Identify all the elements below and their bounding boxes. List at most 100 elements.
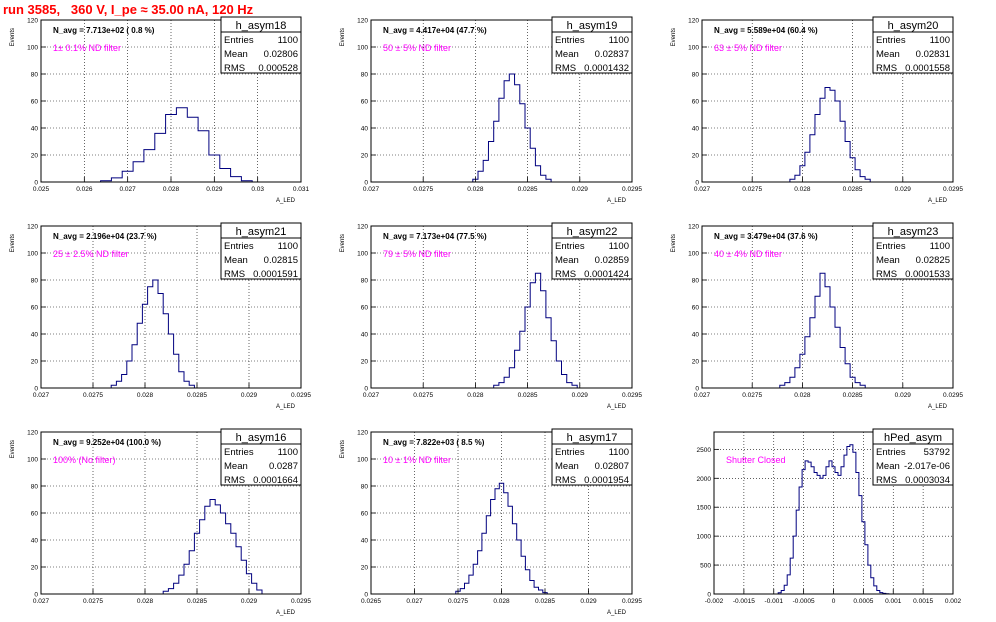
y-tick-label: 80 xyxy=(361,72,369,79)
filter-annotation: Shutter Closed xyxy=(726,455,786,465)
y-tick-label: 100 xyxy=(27,251,38,258)
y-tick-label: 40 xyxy=(361,332,369,339)
x-axis-title: A_LED xyxy=(607,198,627,204)
stats-entries-value: 1100 xyxy=(278,241,298,252)
histogram-panel-h_asym20: 0.027 0.0275 0.028 0.0285 0.029 0.0295 0 20 40 60… xyxy=(671,16,963,204)
navg-label: N_avg = 7.822e+03 ( 8.5 %) xyxy=(383,438,485,447)
stats-entries-label: Entries xyxy=(555,35,585,46)
y-axis-title: Events xyxy=(671,234,677,252)
x-tick-label: 0.0295 xyxy=(943,392,963,399)
x-tick-label: 0.029 xyxy=(241,598,258,605)
filter-annotation: 25 ± 2.5% ND filter xyxy=(53,249,128,259)
stats-entries-value: 1100 xyxy=(609,241,629,252)
x-tick-label: 0.0275 xyxy=(413,186,433,193)
y-tick-label: 120 xyxy=(357,224,368,231)
histogram-panel-h_asym18: 0.025 0.026 0.027 0.028 0.029 0.03 0.031 0 20 40 6… xyxy=(10,16,310,204)
stats-entries-value: 1100 xyxy=(278,35,298,46)
x-tick-label: 0.029 xyxy=(580,598,597,605)
x-tick-label: 0.0295 xyxy=(622,186,642,193)
x-tick-label: 0.027 xyxy=(33,392,50,399)
x-tick-label: 0.002 xyxy=(945,598,962,605)
stats-rms-value: 0.0001432 xyxy=(584,63,629,74)
stats-mean-label: Mean xyxy=(876,49,900,60)
filter-annotation: 100% (No filter) xyxy=(53,455,116,465)
histogram-title: h_asym16 xyxy=(236,432,287,444)
stats-rms-value: 0.0001664 xyxy=(253,475,298,486)
x-tick-label: 0.031 xyxy=(293,186,310,193)
stats-mean-label: Mean xyxy=(224,255,248,266)
filter-annotation: 79 ± 5% ND filter xyxy=(383,249,451,259)
y-tick-label: 60 xyxy=(31,305,39,312)
x-tick-label: 0.028 xyxy=(493,598,510,605)
x-tick-label: 0.0015 xyxy=(913,598,933,605)
stats-mean-value: 0.02815 xyxy=(264,255,298,266)
histogram-panel-h_asym21: 0.027 0.0275 0.028 0.0285 0.029 0.0295 0 20 40 60… xyxy=(10,222,311,410)
histogram-series xyxy=(779,272,866,388)
x-axis-title: A_LED xyxy=(928,198,948,204)
y-tick-label: 0 xyxy=(34,180,38,187)
histogram-series xyxy=(777,444,890,595)
stats-entries-label: Entries xyxy=(224,35,254,46)
stats-rms-label: RMS xyxy=(555,63,576,74)
y-tick-label: 20 xyxy=(692,359,700,366)
stats-rms-value: 0.0003034 xyxy=(905,475,950,486)
x-tick-label: 0.0295 xyxy=(291,598,311,605)
stats-rms-label: RMS xyxy=(224,63,245,74)
histogram-series xyxy=(162,499,263,594)
y-tick-label: 0 xyxy=(364,592,368,599)
histogram-panel-hPed_asym: -0.002 -0.0015 -0.001 -0.0005 0 0.0005 0.001 0.… xyxy=(697,428,962,605)
y-tick-label: 100 xyxy=(357,251,368,258)
y-axis-title: Events xyxy=(340,234,346,252)
stats-mean-label: Mean xyxy=(555,49,579,60)
y-tick-label: 80 xyxy=(31,72,39,79)
stats-box xyxy=(551,428,633,486)
x-tick-label: 0.029 xyxy=(895,392,912,399)
y-tick-label: 20 xyxy=(361,359,369,366)
y-tick-label: 60 xyxy=(692,99,700,106)
y-tick-label: 40 xyxy=(692,126,700,133)
stats-mean-value: 0.02807 xyxy=(595,461,629,472)
stats-entries-value: 1100 xyxy=(609,35,629,46)
y-tick-label: 80 xyxy=(692,278,700,285)
stats-rms-label: RMS xyxy=(224,475,245,486)
x-tick-label: -0.002 xyxy=(705,598,724,605)
x-tick-label: 0.0265 xyxy=(361,598,381,605)
stats-box xyxy=(220,428,302,486)
stats-mean-label: Mean xyxy=(876,255,900,266)
navg-label: N_avg = 7.713e+02 ( 0.8 %) xyxy=(53,26,155,35)
navg-label: N_avg = 3.479e+04 (37.6 %) xyxy=(714,232,818,241)
x-tick-label: 0.027 xyxy=(694,186,711,193)
y-tick-label: 20 xyxy=(31,565,39,572)
stats-entries-label: Entries xyxy=(555,447,585,458)
stats-rms-label: RMS xyxy=(555,475,576,486)
x-tick-label: 0.027 xyxy=(694,392,711,399)
stats-rms-label: RMS xyxy=(555,269,576,280)
stats-mean-label: Mean xyxy=(876,461,900,472)
y-tick-label: 0 xyxy=(34,386,38,393)
stats-mean-label: Mean xyxy=(555,461,579,472)
x-tick-label: 0.028 xyxy=(137,598,154,605)
y-tick-label: 80 xyxy=(31,278,39,285)
histogram-panel-h_asym17: 0.0265 0.027 0.0275 0.028 0.0285 0.029 0.0295 0… xyxy=(340,428,642,616)
x-tick-label: 0 xyxy=(832,598,836,605)
histogram-panel-h_asym22: 0.027 0.0275 0.028 0.0285 0.029 0.0295 0 20 40 60… xyxy=(340,222,642,410)
y-tick-label: 0 xyxy=(695,180,699,187)
y-axis-title: Events xyxy=(10,440,16,458)
histogram-title: h_asym22 xyxy=(567,226,618,238)
filter-annotation: 10 ± 1% ND filter xyxy=(383,455,451,465)
stats-mean-value: 0.0287 xyxy=(269,461,298,472)
y-axis-title: Events xyxy=(10,234,16,252)
y-tick-label: 100 xyxy=(688,251,699,258)
x-tick-label: 0.03 xyxy=(251,186,264,193)
y-tick-label: 2000 xyxy=(697,476,712,483)
stats-entries-label: Entries xyxy=(876,241,906,252)
stats-box xyxy=(551,16,633,74)
stats-mean-value: 0.02806 xyxy=(264,49,298,60)
histogram-title: hPed_asym xyxy=(884,432,942,444)
histogram-panel-h_asym16: 0.027 0.0275 0.028 0.0285 0.029 0.0295 0 20 40 60… xyxy=(10,428,311,616)
y-tick-label: 40 xyxy=(692,332,700,339)
y-tick-label: 120 xyxy=(688,18,699,25)
x-tick-label: 0.0275 xyxy=(413,392,433,399)
y-tick-label: 60 xyxy=(31,99,39,106)
x-tick-label: 0.028 xyxy=(794,392,811,399)
